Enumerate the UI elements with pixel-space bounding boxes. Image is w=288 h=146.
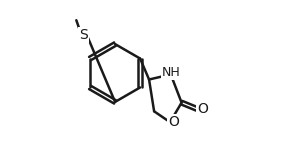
Text: O: O [168, 115, 179, 129]
Text: NH: NH [162, 66, 181, 79]
Text: S: S [79, 28, 88, 42]
Text: O: O [197, 102, 208, 117]
